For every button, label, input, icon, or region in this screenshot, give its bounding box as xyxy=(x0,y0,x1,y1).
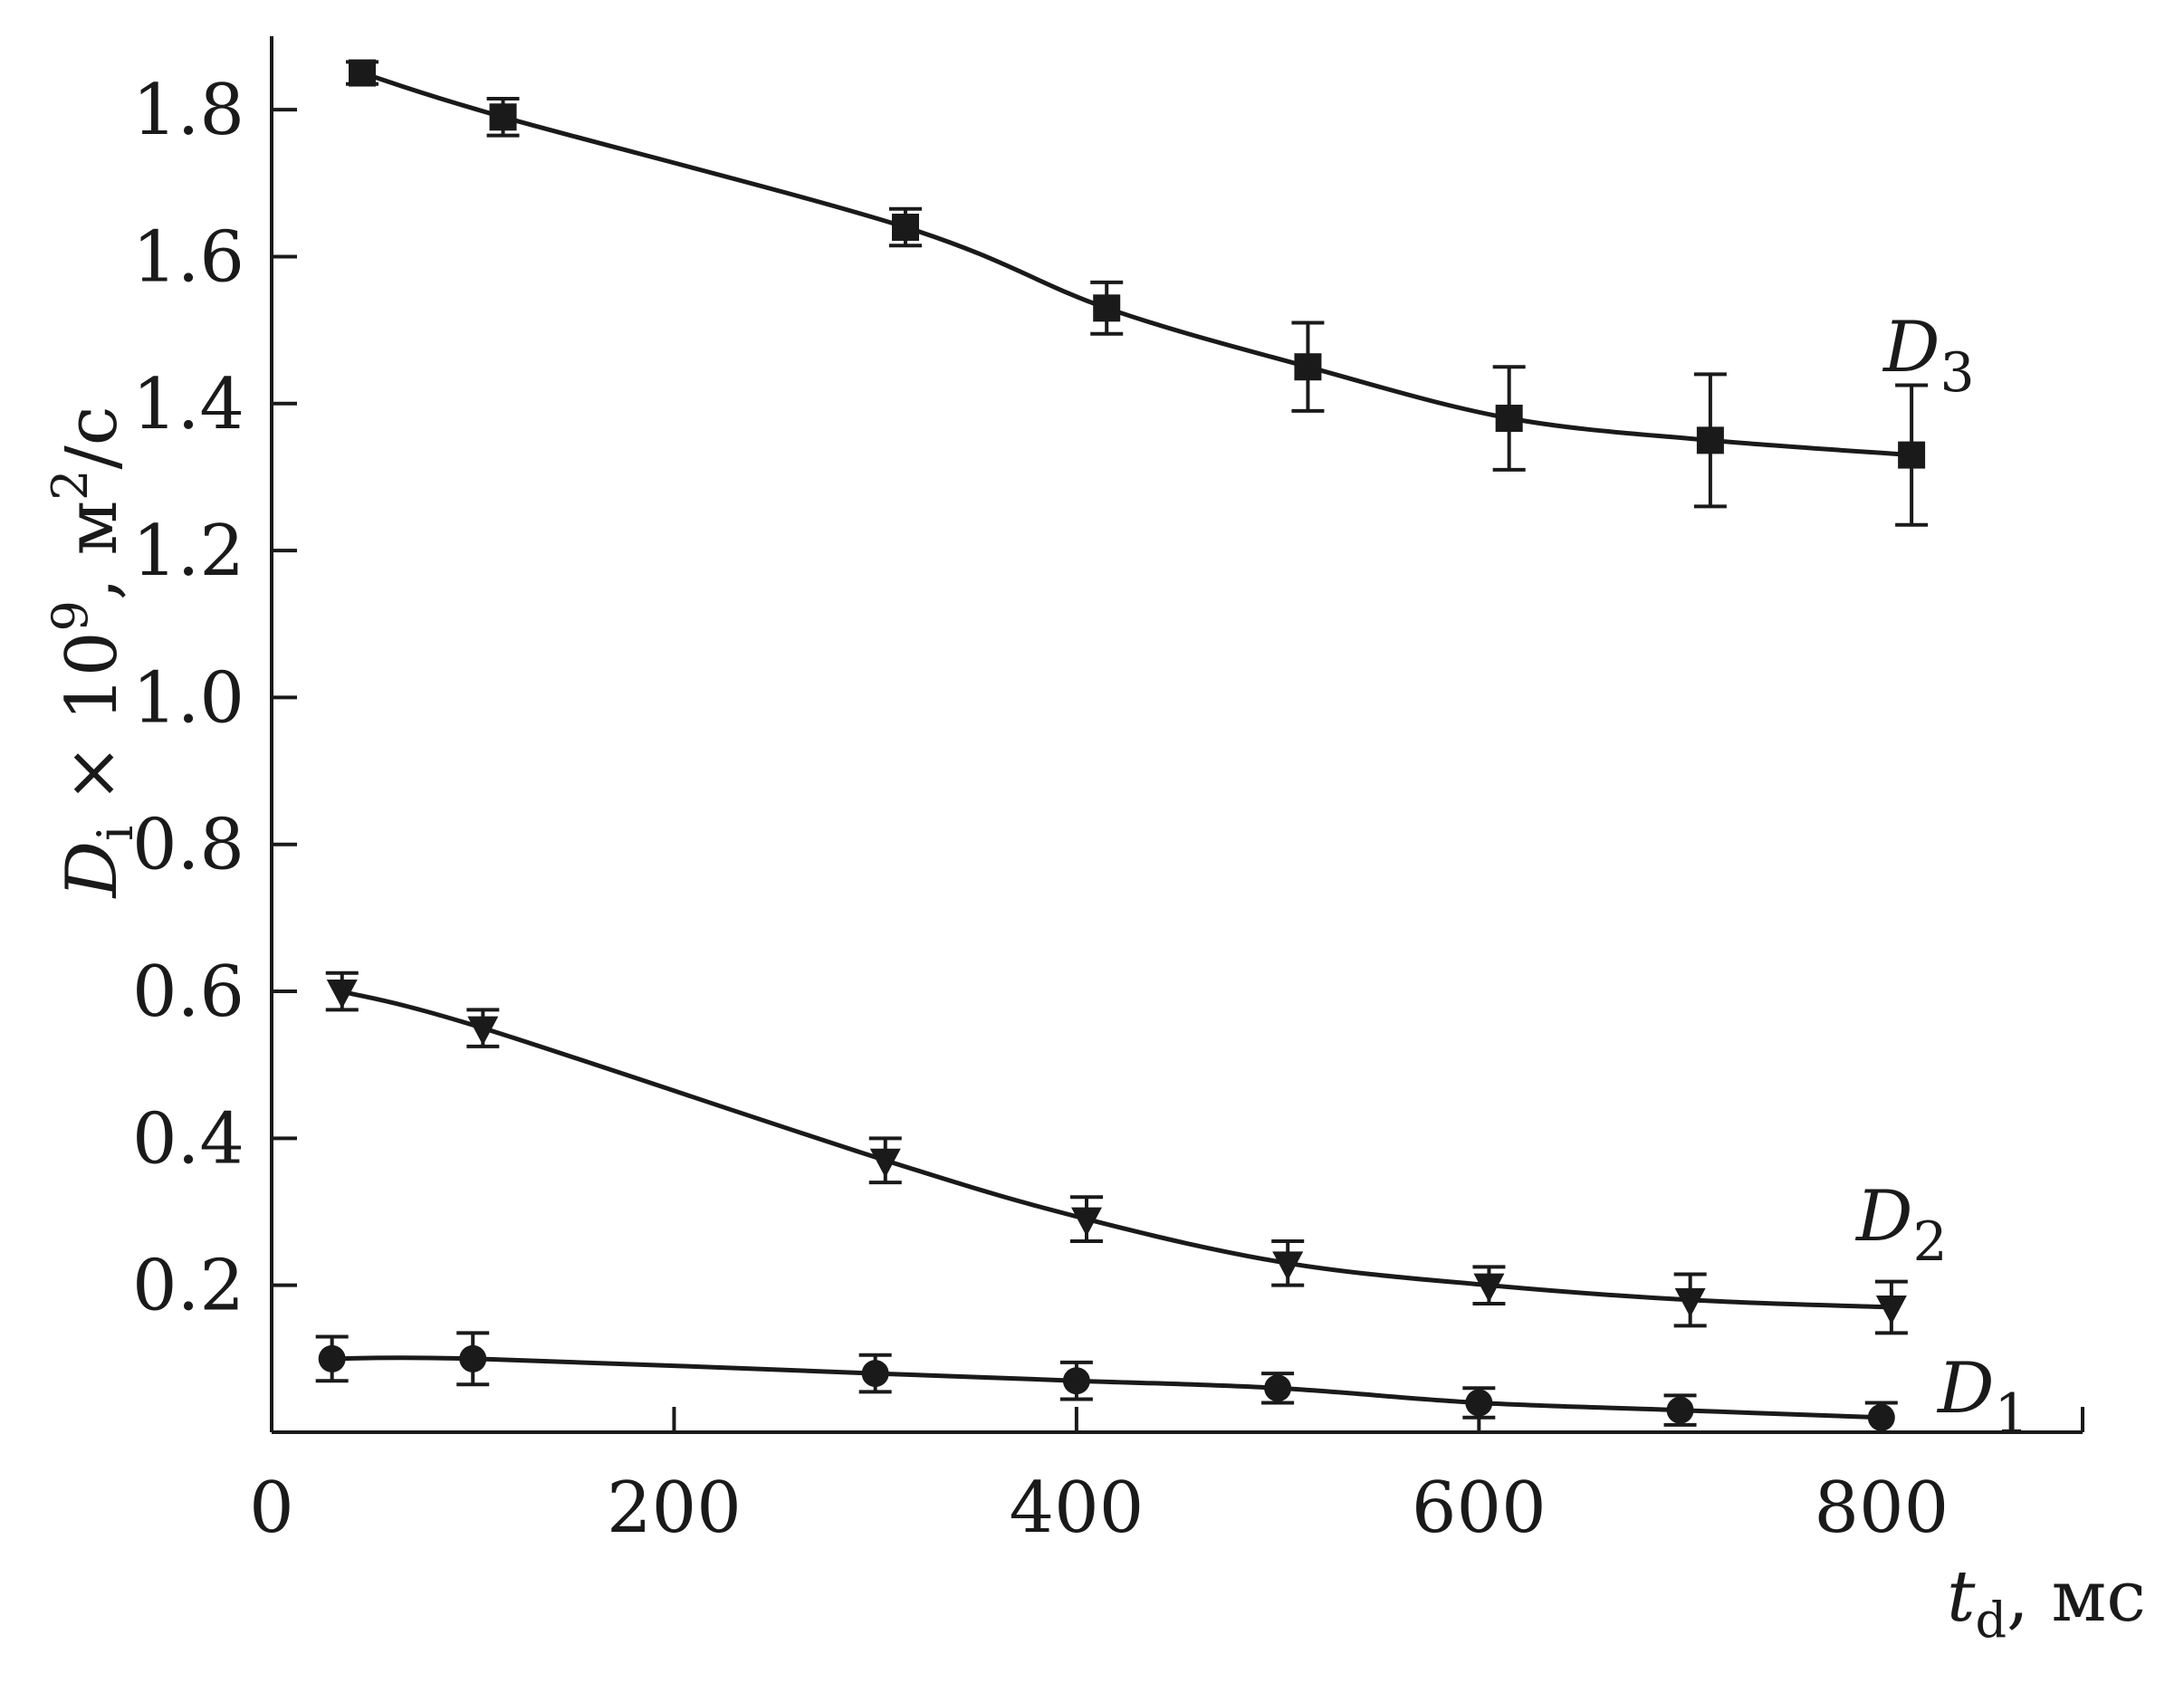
data-point xyxy=(1294,353,1322,381)
ticks: 0 200 400 600 800 0.2 0.4 0.6 0.8 1.0 1.2 1.4 1.6 1.8 xyxy=(132,70,2084,1549)
series-line xyxy=(331,1355,1882,1420)
y-tick-label: 1.0 xyxy=(132,657,244,739)
x-tick-label: 200 xyxy=(607,1468,742,1549)
data-point xyxy=(1093,294,1121,322)
data-point xyxy=(349,59,376,87)
data-point xyxy=(459,1344,487,1372)
y-tick-label: 1.8 xyxy=(132,70,244,151)
series-label-d2: D2 xyxy=(1854,1176,1948,1274)
data-point xyxy=(1666,1396,1694,1424)
data-point xyxy=(1875,1296,1907,1325)
labels-layer: td, мс Di × 109, м2/с D3 D2 D1 xyxy=(42,307,2146,1649)
data-point xyxy=(1867,1403,1895,1431)
series-line xyxy=(361,71,1912,458)
data-point xyxy=(1898,441,1926,469)
series-d2 xyxy=(325,971,1908,1335)
data-point xyxy=(1473,1273,1505,1303)
data-point xyxy=(1495,405,1523,433)
x-tick-label: 400 xyxy=(1009,1468,1144,1549)
series-d3 xyxy=(346,59,1929,527)
series-label-d3: D3 xyxy=(1882,307,1975,405)
y-tick-label: 1.4 xyxy=(132,364,244,445)
data-point xyxy=(1264,1374,1292,1402)
series-d1 xyxy=(315,1331,1898,1434)
series-layer xyxy=(315,59,1929,1434)
data-point xyxy=(489,103,517,131)
data-point xyxy=(1062,1367,1090,1395)
data-point xyxy=(861,1360,889,1388)
y-tick-label: 1.6 xyxy=(132,216,244,298)
data-point xyxy=(869,1148,901,1178)
x-axis-title: td, мс xyxy=(1947,1556,2146,1649)
data-point xyxy=(1071,1207,1102,1237)
x-tick-label: 600 xyxy=(1412,1468,1547,1549)
x-tick-label: 0 xyxy=(249,1468,294,1549)
y-tick-label: 0.6 xyxy=(132,951,244,1033)
y-tick-label: 1.2 xyxy=(132,511,244,592)
y-tick-label: 0.8 xyxy=(132,805,244,886)
x-tick-label: 800 xyxy=(1814,1468,1949,1549)
data-point xyxy=(1696,426,1724,454)
y-tick-label: 0.4 xyxy=(132,1098,244,1180)
data-point xyxy=(1272,1251,1304,1281)
data-point xyxy=(892,214,919,242)
series-line xyxy=(341,989,1892,1310)
y-axis-title: Di × 109, м2/с xyxy=(42,406,144,900)
axes xyxy=(270,36,2083,1434)
data-point xyxy=(1674,1287,1706,1317)
data-point xyxy=(1465,1389,1493,1417)
series-label-d1: D1 xyxy=(1936,1348,2029,1446)
data-point xyxy=(467,1016,499,1046)
data-point xyxy=(318,1344,346,1372)
y-tick-label: 0.2 xyxy=(132,1246,244,1327)
data-point xyxy=(326,980,358,1009)
